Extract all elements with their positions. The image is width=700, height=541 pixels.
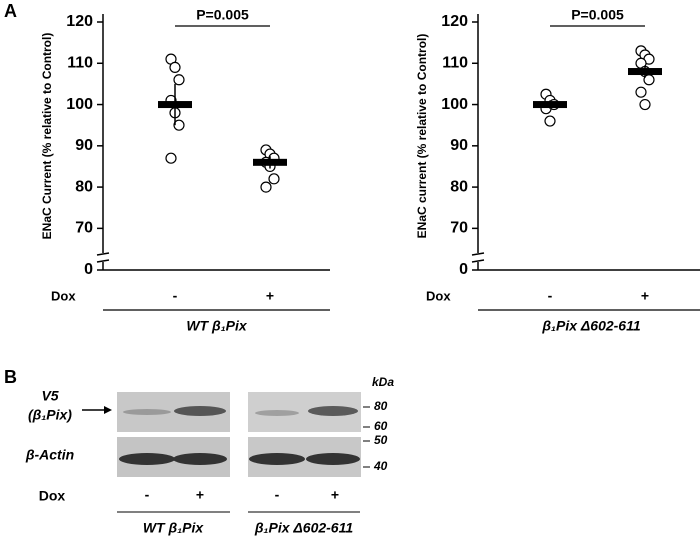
annotation: P=0.005 <box>196 7 249 23</box>
data-point <box>165 152 177 164</box>
axis-break <box>471 252 485 256</box>
marker: 60 <box>374 419 388 433</box>
mean-bar <box>158 101 192 109</box>
data-point <box>544 115 556 127</box>
group-label: β₁Pix Δ602-611 <box>254 520 353 536</box>
data-point <box>268 173 280 185</box>
x-tick-label: - <box>548 288 553 304</box>
mean-bar <box>533 101 567 109</box>
axis-break <box>471 259 485 263</box>
group-label: WT β₁Pix <box>143 520 205 536</box>
mean-bar <box>253 158 287 166</box>
y-tick-label: 0 <box>84 261 93 278</box>
data-point <box>173 119 185 131</box>
x-tick-label: + <box>266 288 274 304</box>
y-tick-label: 120 <box>66 13 93 30</box>
data-point <box>635 86 647 98</box>
axis-break <box>96 259 110 263</box>
dox-label: Dox <box>39 488 66 504</box>
x-label: Dox <box>51 288 76 303</box>
y-tick-label: 120 <box>441 13 468 30</box>
x-label: Dox <box>426 288 451 303</box>
y-tick-label: 70 <box>450 220 468 237</box>
y-tick-label: 0 <box>459 261 468 278</box>
axis-break <box>96 252 110 256</box>
y-axis-label: ENaC Current (% relative to Control) <box>40 33 54 240</box>
data-point <box>169 61 181 74</box>
y-tick-label: 100 <box>66 96 93 113</box>
group-label: β₁Pix Δ602-611 <box>541 318 640 334</box>
y-tick-label: 90 <box>450 137 468 154</box>
lane-label: + <box>196 487 204 503</box>
y-tick-label: 90 <box>75 137 93 154</box>
annotation: P=0.005 <box>571 7 624 23</box>
lane-label: - <box>145 487 150 503</box>
y-tick-label: 70 <box>75 220 93 237</box>
data-point <box>260 181 272 193</box>
lane-label: - <box>275 487 280 503</box>
y-tick-label: 100 <box>441 96 468 113</box>
data-point <box>173 74 185 86</box>
x-tick-label: + <box>641 288 649 304</box>
kda-label: kDa <box>372 375 394 389</box>
panel-label: A <box>4 1 17 21</box>
marker: 80 <box>374 399 388 413</box>
y-tick-label: 80 <box>450 178 468 195</box>
panel-label: B <box>4 367 17 387</box>
blot-label: V5 <box>41 388 58 404</box>
x-tick-label: - <box>173 288 178 304</box>
marker: 40 <box>373 459 388 473</box>
lane-label: + <box>331 487 339 503</box>
blot <box>82 392 370 513</box>
blot-label: (β₁Pix) <box>28 407 72 423</box>
y-tick-label: 80 <box>75 178 93 195</box>
y-tick-label: 110 <box>442 54 468 71</box>
mean-bar <box>628 68 662 76</box>
y-tick-label: 110 <box>67 54 93 71</box>
data-point <box>639 98 651 111</box>
y-axis-label: ENaC current (% relative to Control) <box>415 34 429 239</box>
marker: 50 <box>374 433 388 447</box>
group-label: WT β₁Pix <box>186 318 248 334</box>
blot-label: β-Actin <box>25 447 74 463</box>
